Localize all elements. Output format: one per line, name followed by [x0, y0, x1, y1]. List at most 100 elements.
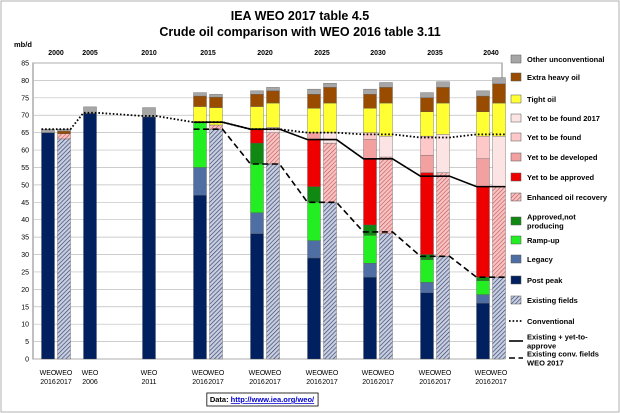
source-box	[206, 392, 319, 407]
bar-segment-ramp_up	[420, 259, 434, 283]
legend-item-eor: Enhanced oil recovery	[510, 192, 608, 202]
bar-label-line: WEO	[208, 370, 225, 377]
y-tick-label: 65	[21, 130, 29, 137]
year-label: 2020	[257, 50, 273, 57]
bar-label-line: 2017	[322, 379, 338, 386]
x-axis-labels: WEO 2016 WEO 2017 WEO 2006 WEO 2011 WEO 2016 WEO 20…	[40, 370, 508, 386]
bar-segment-post_peak	[363, 276, 377, 360]
bar-segment-other_unconv	[436, 81, 450, 88]
legend-label: Extra heavy oil	[527, 73, 580, 82]
y-tick-label: 25	[21, 269, 29, 276]
bar-segment-existing	[57, 138, 71, 360]
legend-swatch	[510, 235, 522, 245]
bar-label-line: WEO	[265, 370, 282, 377]
legend-label-line: Approved,not	[527, 213, 576, 222]
bar-segment-other_unconv	[266, 87, 280, 92]
bar-7	[266, 87, 280, 360]
year-label: 2015	[200, 50, 216, 57]
bar-label-line: 2017	[265, 379, 281, 386]
bar-segment-eor	[57, 133, 71, 140]
bar-9	[323, 83, 337, 360]
legend-swatch	[510, 216, 522, 226]
legend-item-extra_heavy: Extra heavy oil	[510, 72, 580, 82]
source-note: Data: http://www.iea.org/weo/	[210, 395, 315, 404]
bar-segment-yet_found_2017	[323, 132, 337, 144]
y-tick-label: 85	[21, 61, 29, 68]
legend-label: Yet to be found	[527, 133, 582, 142]
bar-label-line: WEO	[249, 370, 266, 377]
legend-label: Existing fields	[527, 296, 578, 305]
legend-item-ramp_up: Ramp-up	[510, 235, 560, 245]
legend-label-line: Existing fields	[527, 296, 578, 305]
bar-segment-yet_found_2017	[492, 135, 506, 187]
bar-segment-approved	[307, 186, 321, 203]
legend-label-line: Yet to be found	[527, 133, 582, 142]
legend-swatch	[510, 113, 522, 123]
legend-label-line: producing	[527, 222, 564, 231]
bar-label: WEO 2016	[192, 370, 209, 386]
y-tick-label: 70	[21, 113, 29, 120]
legend-label: Yet to be developed	[527, 153, 598, 162]
bar-label-line: 2017	[491, 379, 507, 386]
bar-segment-existing	[436, 256, 450, 360]
bar-label: WEO 2016	[419, 370, 436, 386]
bar-label-line: WEO	[491, 370, 508, 377]
legend-label-line: Extra heavy oil	[527, 73, 580, 82]
legend-label: Ramp-up	[527, 236, 560, 245]
y-axis-label: mb/d	[14, 40, 32, 49]
bar-segment-tight	[492, 102, 506, 137]
legend-label: Yet to be found 2017	[527, 114, 600, 123]
bar-segment-other_unconv	[193, 92, 207, 97]
legend-label-line: Tight oil	[527, 95, 556, 104]
bar-label-line: WEO	[362, 370, 379, 377]
bar-label: WEO 2017	[265, 370, 282, 386]
year-label: 2000	[48, 50, 64, 57]
bar-label-line: 2006	[82, 379, 98, 386]
bar-label-line: 2017	[56, 379, 72, 386]
chart-title-line2: Crude oil comparison with WEO 2016 table…	[159, 25, 440, 39]
legend-label-line: Yet to be found 2017	[527, 114, 600, 123]
legend-item-yet_approved: Yet to be approved	[510, 172, 595, 182]
bar-segment-post_peak	[193, 195, 207, 360]
y-tick-label: 50	[21, 182, 29, 189]
y-tick-label: 5	[25, 339, 29, 346]
bar-label-line: WEO	[419, 370, 436, 377]
legend-item-existing_conv: Existing conv. fields WEO 2017	[509, 350, 599, 368]
legend-swatch	[510, 72, 522, 82]
legend-item-legacy: Legacy	[510, 254, 554, 264]
legend-item-approved: Approved,not producing	[510, 213, 576, 231]
y-tick-label: 60	[21, 148, 29, 155]
bar-segment-tight	[379, 102, 393, 137]
legend-item-conventional: Conventional	[509, 317, 575, 326]
legend-label: Other unconventional	[527, 55, 605, 64]
legend-item-yet_found_2017: Yet to be found 2017	[510, 113, 600, 123]
bar-segment-tight	[363, 108, 377, 133]
bar-segment-other_unconv	[83, 106, 97, 114]
series-lines	[41, 111, 506, 278]
bar-segment-other_unconv	[476, 90, 490, 97]
bar-label: WEO 2017	[56, 370, 73, 386]
y-tick-label: 55	[21, 165, 29, 172]
bar-segment-other_unconv	[307, 88, 321, 95]
bar-segment-extra_heavy	[209, 96, 223, 108]
legend-swatch	[510, 54, 522, 64]
source-link[interactable]: http://www.iea.org/weo/	[231, 395, 315, 404]
bar-label-line: 2011	[141, 379, 156, 386]
bar-label-line: 2017	[208, 379, 224, 386]
bar-segment-approved	[363, 224, 377, 236]
legend-label: Conventional	[527, 317, 575, 326]
bar-10	[363, 88, 377, 360]
bar-label-line: 2016	[40, 379, 56, 386]
bar-segment-post_peak	[41, 132, 55, 360]
legend-label: Enhanced oil recovery	[527, 193, 608, 202]
y-axis-ticks: 0 5 10 15 20 25 30 35 40 45 50 55 60 65 70 75 80 85	[21, 61, 29, 364]
legend-label: Legacy	[527, 255, 554, 264]
legend-swatch	[510, 94, 522, 104]
bar-12	[420, 92, 434, 360]
bar-segment-legacy	[476, 294, 490, 304]
bar-label-line: 2016	[419, 379, 435, 386]
bar-6	[250, 90, 264, 360]
bar-label-line: WEO	[192, 370, 209, 377]
bar-segment-tight	[266, 102, 280, 128]
legend-label-line: Post peak	[527, 276, 563, 285]
